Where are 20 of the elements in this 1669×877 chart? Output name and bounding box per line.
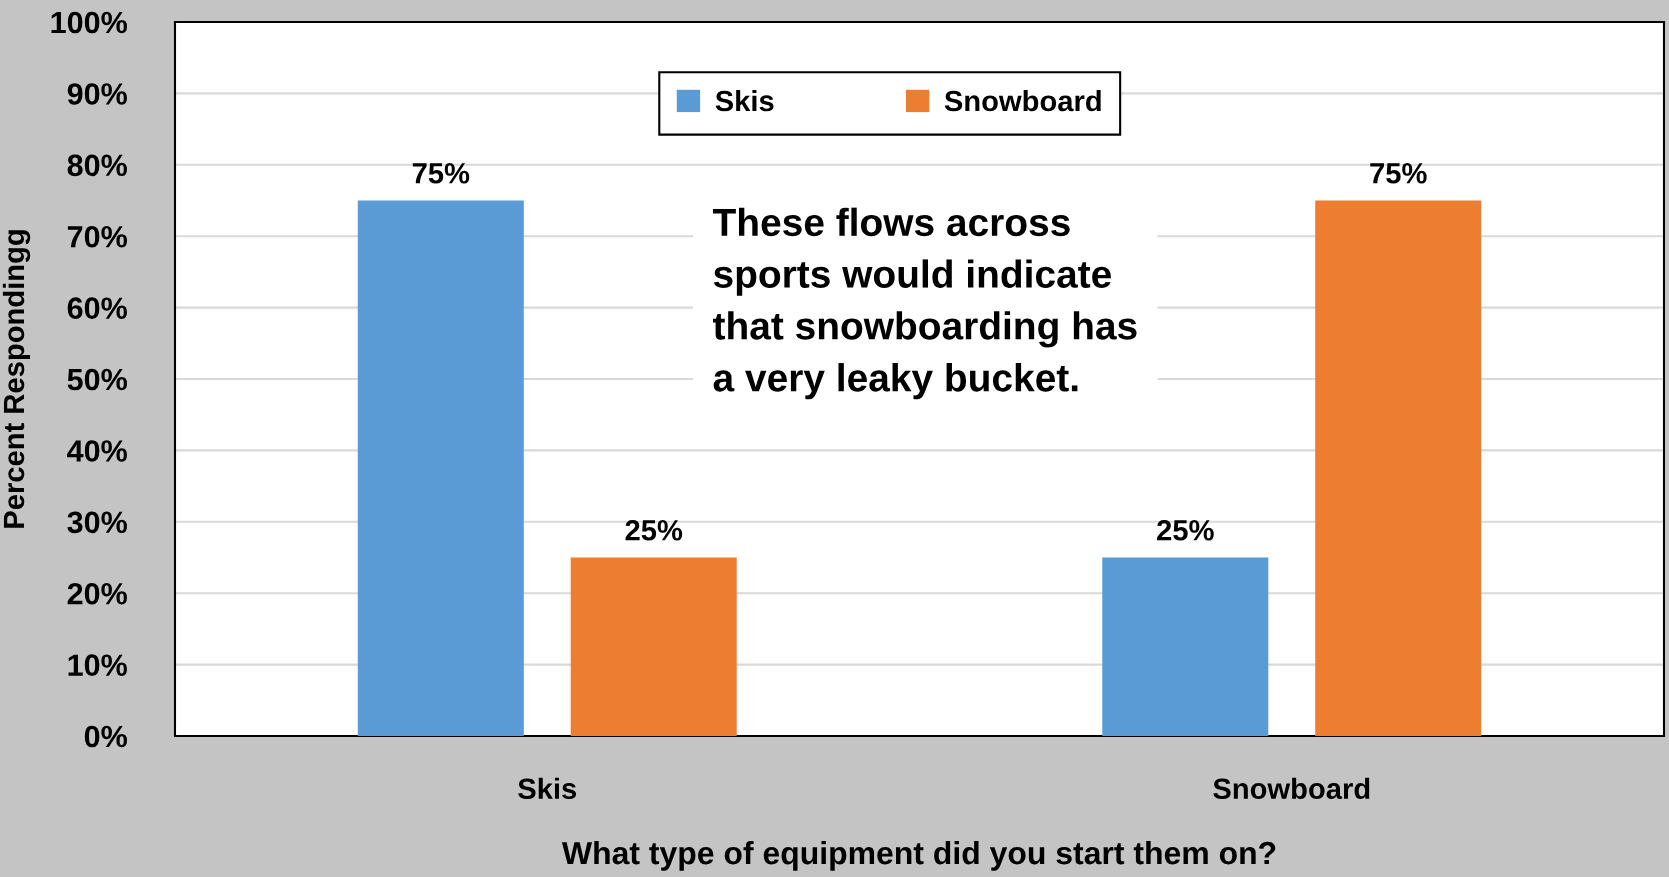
text: 75%: [412, 163, 470, 184]
y-tick-label: 30%: [67, 511, 127, 534]
y-axis-title: Percent Respondingg: [2, 230, 31, 528]
y-tick-label: 10%: [68, 654, 127, 676]
y-tick-label: 90%: [67, 83, 127, 105]
text: 75%: [1370, 163, 1427, 184]
y-tick-label: 70%: [67, 225, 127, 248]
y-tick-label: 40%: [67, 440, 127, 462]
text: 25%: [625, 519, 683, 541]
y-tick-label: 60%: [67, 297, 127, 319]
y-tick-label: 80%: [67, 154, 127, 177]
y-tick-label: 100%: [51, 11, 127, 34]
legend-label: Snowboard: [944, 89, 1101, 112]
y-tick-label: 50%: [67, 368, 127, 391]
legend-label: Skis: [715, 89, 774, 112]
annotation: These flows across sports would indicate that snowboarding has a very leaky bucket.: [712, 207, 1137, 400]
y-tick-label: 0%: [84, 725, 127, 748]
x-axis-title: What type of equipment did you start them on?: [561, 840, 1276, 871]
text: 25%: [1157, 519, 1214, 541]
y-tick-label: 20%: [67, 582, 127, 605]
